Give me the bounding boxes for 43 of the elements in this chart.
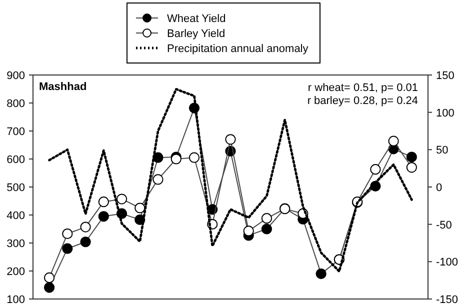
y-tick-label: 900	[6, 70, 25, 82]
point	[406, 152, 417, 162]
point	[152, 174, 164, 185]
y2-tick-label: -50	[436, 219, 452, 232]
legend-label: Precipitation annual anomaly	[167, 43, 309, 55]
point	[44, 282, 55, 293]
y-tick-label: 700	[6, 126, 25, 138]
point	[98, 196, 109, 208]
annotation: r wheat= 0.51, p= 0.01	[308, 82, 418, 94]
point	[243, 226, 254, 236]
point	[80, 222, 91, 232]
point	[98, 211, 109, 222]
point	[388, 136, 399, 146]
y-tick-label: 400	[6, 210, 25, 222]
y-tick-label: 200	[6, 266, 25, 278]
text: Mashhad	[39, 81, 87, 93]
point	[44, 272, 55, 284]
point	[134, 202, 146, 214]
annotation: r barley= 0.28, p= 0.24	[307, 95, 418, 107]
point	[62, 243, 73, 254]
y2-tick-label: -100	[436, 256, 458, 269]
y-tick-label: 100	[6, 294, 25, 305]
point	[116, 194, 128, 204]
point	[370, 164, 381, 175]
point	[261, 224, 272, 234]
y2-tick-label: 50	[436, 144, 448, 157]
point	[80, 236, 91, 248]
legend-label: Wheat Yield	[167, 13, 226, 25]
y2-tick-label: 150	[436, 70, 454, 82]
y2-tick-label: 0	[436, 182, 442, 194]
point	[406, 162, 417, 173]
point	[316, 268, 326, 280]
point	[62, 228, 73, 240]
point	[225, 134, 236, 145]
legend-label: Barley Yield	[167, 28, 226, 40]
y-tick-label: 300	[6, 238, 25, 250]
point	[188, 152, 200, 163]
y-tick-label: 800	[6, 98, 25, 110]
point	[261, 213, 272, 224]
y-tick-label: 600	[6, 154, 25, 166]
y-tick-label: 500	[6, 182, 25, 194]
y2-tick-label: -150	[436, 294, 458, 305]
y2-tick-label: 100	[436, 107, 454, 120]
